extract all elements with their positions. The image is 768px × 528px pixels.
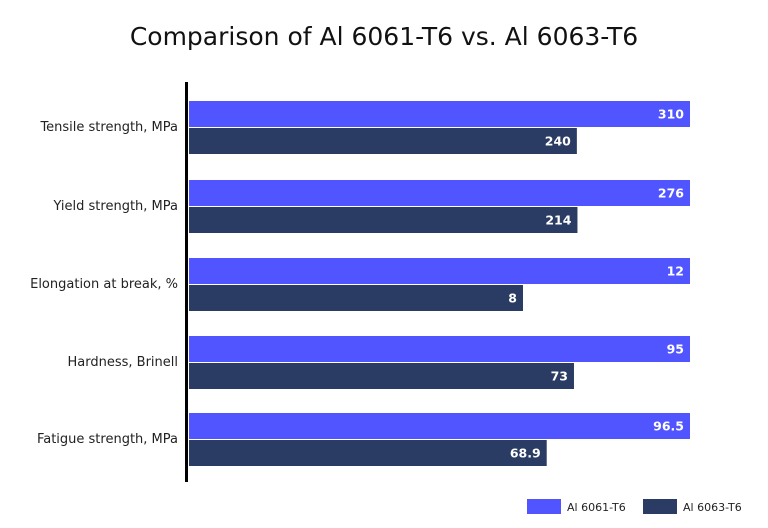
data-label: 73 [551, 369, 568, 384]
data-label: 68.9 [510, 446, 541, 461]
bar-6063 [189, 363, 574, 389]
legend-label: Al 6063-T6 [683, 501, 742, 514]
bar-6061 [189, 413, 690, 439]
bar-6061 [189, 101, 690, 127]
data-label: 8 [508, 291, 517, 306]
legend-swatch [643, 499, 677, 514]
bar-6063 [189, 207, 578, 233]
category-label: Yield strength, MPa [52, 199, 178, 214]
data-label: 276 [658, 186, 684, 201]
bar-6063 [189, 128, 577, 154]
category-label: Tensile strength, MPa [39, 120, 178, 135]
category-label: Elongation at break, % [30, 277, 178, 292]
bar-6061 [189, 336, 690, 362]
y-axis-line [185, 82, 188, 482]
category-label: Hardness, Brinell [68, 355, 179, 370]
bar-6061 [189, 180, 690, 206]
legend-swatch [527, 499, 561, 514]
data-label: 96.5 [653, 419, 684, 434]
data-label: 310 [658, 107, 684, 122]
bar-6061 [189, 258, 690, 284]
data-label: 95 [667, 342, 684, 357]
data-label: 214 [545, 213, 571, 228]
bar-6063 [189, 285, 523, 311]
legend-label: Al 6061-T6 [567, 501, 626, 514]
data-label: 240 [545, 134, 571, 149]
bar-6063 [189, 440, 547, 466]
chart-title: Comparison of Al 6061-T6 vs. Al 6063-T6 [129, 22, 639, 51]
category-label: Fatigue strength, MPa [37, 432, 178, 447]
data-label: 12 [667, 264, 684, 279]
